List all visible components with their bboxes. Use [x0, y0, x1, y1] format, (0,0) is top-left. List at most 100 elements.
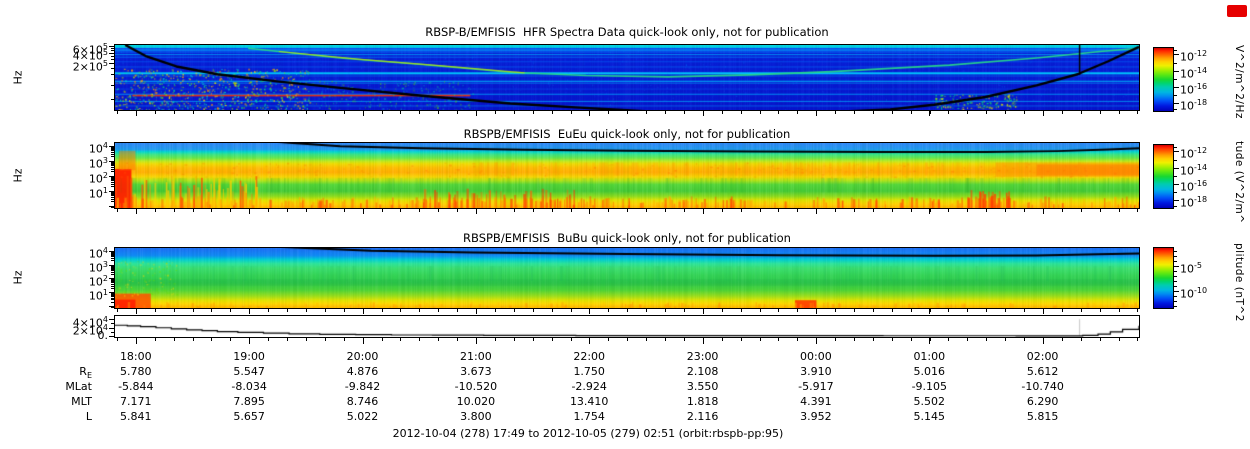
x-minor-tick [627, 309, 629, 312]
x-minor-tick [627, 209, 629, 212]
colorbar-tick-label: 10-12 [1180, 49, 1208, 64]
ephemeris-value: -8.034 [231, 380, 267, 393]
x-minor-tick [872, 309, 874, 312]
x-minor-tick [721, 338, 723, 341]
x-minor-tick [154, 309, 156, 312]
y-minor-tick [111, 59, 114, 61]
x-major-tick [249, 111, 251, 116]
ephemeris-value: 1.750 [573, 365, 605, 378]
x-minor-tick [608, 209, 610, 212]
ephemeris-value: 5.145 [913, 410, 946, 423]
ephemeris-value: 1.754 [573, 410, 605, 423]
y-major-tick [109, 264, 114, 266]
y-tick-label: 6×105 [72, 41, 108, 57]
y-tick-label: 101 [88, 186, 108, 201]
ephemeris-value: -5.844 [118, 380, 154, 393]
y-minor-tick [111, 85, 114, 87]
x-major-tick [135, 111, 137, 116]
y-minor-tick [111, 191, 114, 193]
ephemeris-value: -9.105 [911, 380, 948, 393]
x-minor-tick [1080, 338, 1082, 341]
x-minor-tick [324, 309, 326, 312]
bubu-colorbar-unit: plitude (nT^2 [1233, 243, 1245, 322]
x-major-tick [249, 209, 251, 214]
x-minor-tick [438, 111, 440, 114]
y-minor-tick [111, 253, 114, 255]
x-minor-tick [891, 338, 893, 341]
colorbar-minor-tick [1174, 62, 1177, 64]
x-minor-tick [797, 338, 799, 341]
y-tick-label: 4×104 [72, 314, 108, 330]
y-minor-tick [111, 201, 114, 203]
x-minor-tick [457, 309, 459, 312]
x-minor-tick [438, 209, 440, 212]
x-minor-tick [778, 209, 780, 212]
x-major-tick [929, 111, 931, 116]
x-minor-tick [910, 209, 912, 212]
x-minor-tick [1024, 309, 1025, 312]
colorbar-major-tick [1174, 291, 1179, 293]
colorbar-minor-tick [1174, 255, 1177, 257]
ephemeris-value: 3.952 [800, 410, 832, 423]
x-minor-tick [1137, 338, 1139, 341]
y-minor-tick [111, 48, 114, 50]
x-minor-tick [872, 338, 874, 341]
x-minor-tick [419, 209, 421, 212]
y-major-tick [109, 319, 114, 321]
x-minor-tick [740, 111, 742, 114]
fce-line-plot [115, 316, 1139, 337]
y-tick-label: 0. [97, 329, 109, 343]
ephemeris-value: 8.746 [346, 395, 379, 408]
x-minor-tick [759, 111, 761, 114]
x-minor-tick [532, 111, 534, 114]
x-minor-tick [173, 111, 175, 114]
y-tick-label: 102 [88, 273, 108, 289]
colorbar-minor-tick [1174, 175, 1177, 177]
ephemeris-value: 5.016 [913, 365, 946, 378]
x-minor-tick [305, 309, 307, 312]
y-minor-tick [111, 252, 114, 254]
x-minor-tick [778, 338, 780, 341]
bubu-colorbar [1153, 247, 1174, 309]
x-minor-tick [551, 309, 553, 312]
ephemeris-value: 5.022 [346, 410, 379, 423]
x-minor-tick [532, 338, 534, 341]
ephemeris-value: 7.171 [120, 395, 152, 408]
x-minor-tick [343, 111, 345, 114]
y-minor-tick [111, 207, 114, 209]
x-minor-tick [948, 111, 950, 114]
x-major-tick [929, 309, 931, 314]
y-minor-tick [111, 166, 114, 168]
y-minor-tick [111, 148, 114, 150]
x-major-tick [702, 111, 704, 116]
x-major-tick [702, 209, 704, 214]
y-minor-tick [111, 192, 114, 194]
ephemeris-value: 5.547 [233, 365, 265, 378]
x-major-tick [815, 111, 817, 116]
ephemeris-value: 5.612 [1026, 365, 1059, 378]
x-minor-tick [438, 338, 440, 341]
y-minor-tick [111, 179, 114, 181]
x-minor-tick [343, 309, 345, 312]
x-minor-tick [872, 209, 874, 212]
x-major-tick [362, 111, 364, 116]
y-tick-label: 104 [88, 246, 108, 261]
x-major-tick [815, 309, 817, 314]
x-minor-tick [400, 338, 402, 341]
y-tick-label: 103 [88, 156, 108, 172]
colorbar-minor-tick [1174, 159, 1177, 161]
x-minor-tick [305, 209, 307, 212]
y-major-tick [109, 52, 114, 54]
y-minor-tick [111, 68, 114, 70]
eueu-panel-title: RBSPB/EMFISIS EuEu quick-look only, not … [463, 127, 791, 141]
x-minor-tick [665, 309, 666, 312]
y-major-tick [109, 292, 114, 294]
hfr-spectrogram [115, 45, 1139, 110]
colorbar-tick-label: 10-5 [1180, 261, 1202, 276]
x-minor-tick [287, 309, 288, 312]
x-minor-tick [721, 111, 723, 114]
time-label: 01:00 [913, 350, 946, 363]
x-minor-tick [910, 338, 912, 341]
colorbar-minor-tick [1174, 192, 1177, 194]
y-tick-label: 4×105 [72, 48, 108, 63]
